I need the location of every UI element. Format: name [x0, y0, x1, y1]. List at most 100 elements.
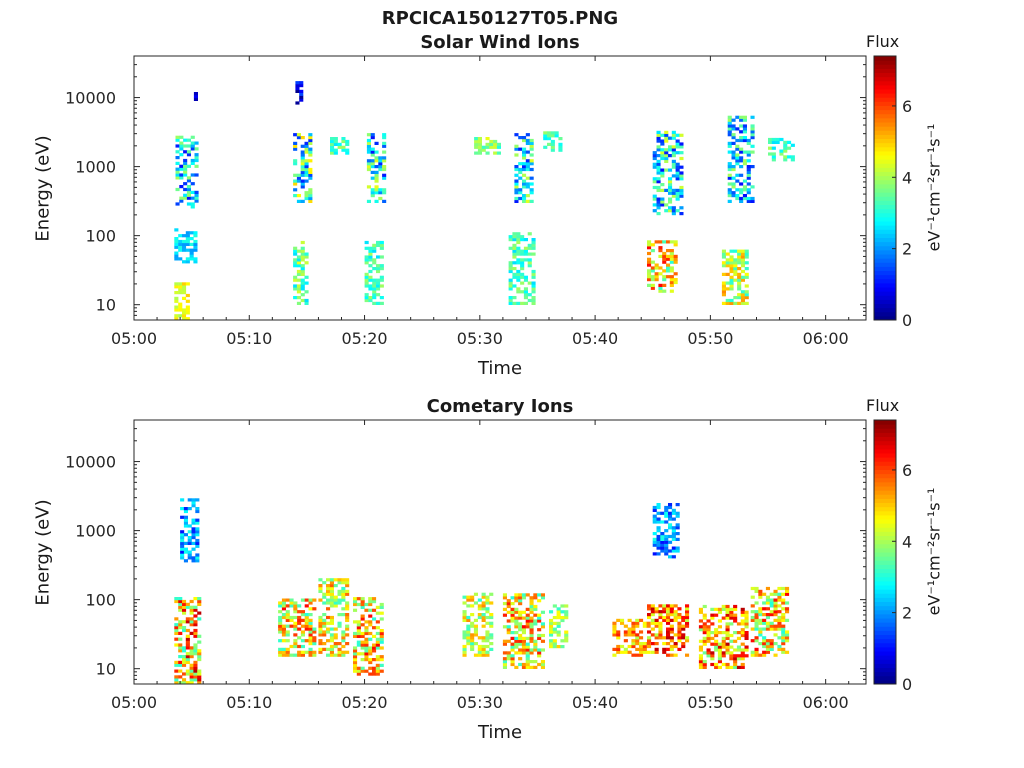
- data-cell: [529, 182, 534, 186]
- data-cell: [368, 278, 373, 282]
- data-cell: [685, 607, 690, 611]
- data-cell: [174, 681, 179, 685]
- data-cell: [675, 171, 680, 175]
- data-cell: [470, 639, 475, 643]
- data-cell: [481, 653, 486, 657]
- data-cell: [341, 148, 346, 152]
- data-cell: [717, 625, 722, 629]
- data-cell: [520, 301, 525, 305]
- data-cell: [174, 626, 179, 630]
- colorbar-segment: [874, 229, 896, 234]
- data-cell: [717, 651, 722, 655]
- data-cell: [746, 196, 751, 201]
- data-cell: [522, 156, 527, 160]
- data-cell: [518, 188, 523, 192]
- data-cell: [623, 650, 628, 654]
- data-cell: [489, 139, 494, 144]
- data-cell: [650, 607, 655, 611]
- data-cell: [656, 197, 661, 201]
- data-cell: [195, 556, 200, 560]
- colorbar-tick-label: 0: [902, 311, 912, 330]
- data-cell: [549, 633, 554, 637]
- data-cell: [174, 643, 179, 647]
- data-cell: [382, 167, 387, 172]
- data-cell: [190, 158, 195, 163]
- colorbar-segment: [874, 282, 896, 288]
- data-cell: [522, 136, 527, 140]
- data-cell: [735, 159, 740, 163]
- data-cell: [664, 546, 669, 550]
- data-cell: [322, 630, 327, 634]
- data-cell: [725, 287, 730, 291]
- data-cell: [656, 148, 661, 152]
- data-cell: [647, 269, 652, 273]
- data-cell: [304, 165, 309, 169]
- data-cell: [379, 284, 384, 288]
- data-cell: [758, 642, 763, 646]
- data-cell: [285, 639, 290, 643]
- data-cell: [333, 584, 338, 588]
- data-cell: [742, 150, 747, 154]
- data-cell: [673, 280, 678, 285]
- data-cell: [379, 658, 384, 662]
- data-cell: [765, 647, 770, 651]
- data-cell: [345, 584, 350, 588]
- data-cell: [773, 627, 778, 631]
- data-cell: [727, 130, 732, 134]
- data-cell: [537, 636, 542, 640]
- data-cell: [195, 527, 200, 531]
- data-cell: [681, 642, 686, 646]
- data-cell: [660, 534, 665, 539]
- data-cell: [326, 578, 331, 582]
- data-cell: [508, 238, 513, 242]
- data-cell: [312, 639, 317, 643]
- data-cell: [740, 275, 745, 279]
- data-cell: [627, 633, 632, 637]
- data-cell: [740, 278, 745, 282]
- data-cell: [737, 249, 742, 253]
- data-cell: [725, 622, 730, 626]
- colorbar-segment: [874, 208, 896, 214]
- data-cell: [299, 81, 304, 85]
- data-cell: [737, 296, 742, 300]
- data-cell: [750, 165, 755, 169]
- data-cell: [341, 644, 346, 649]
- data-cell: [727, 150, 732, 154]
- data-cell: [758, 607, 763, 611]
- data-cell: [540, 660, 545, 664]
- data-cell: [178, 234, 183, 238]
- data-cell: [537, 616, 542, 620]
- data-cell: [345, 601, 350, 605]
- data-cell: [180, 541, 185, 545]
- data-cell: [379, 637, 384, 641]
- x-tick-label: 05:30: [457, 693, 503, 712]
- data-cell: [368, 269, 373, 274]
- data-cell: [669, 251, 674, 256]
- data-cell: [654, 275, 659, 279]
- data-cell: [679, 165, 684, 169]
- data-cell: [372, 267, 377, 271]
- data-cell: [512, 267, 517, 271]
- data-cell: [180, 538, 185, 543]
- data-cell: [304, 147, 309, 151]
- data-cell: [656, 188, 661, 192]
- data-cell: [520, 281, 525, 285]
- data-cell: [178, 626, 183, 630]
- data-cell: [527, 232, 532, 236]
- data-cell: [666, 627, 671, 631]
- data-cell: [508, 269, 513, 274]
- data-cell: [341, 613, 346, 617]
- panel-1-spectrogram: [174, 81, 795, 321]
- data-cell: [714, 665, 719, 669]
- data-cell: [706, 631, 711, 635]
- data-cell: [623, 633, 628, 637]
- data-cell: [376, 243, 381, 247]
- data-cell: [473, 630, 478, 634]
- data-cell: [652, 194, 657, 198]
- data-cell: [656, 212, 661, 216]
- data-cell: [281, 615, 286, 620]
- data-cell: [470, 644, 475, 649]
- data-cell: [518, 622, 523, 626]
- data-cell: [550, 134, 555, 138]
- data-cell: [179, 167, 184, 171]
